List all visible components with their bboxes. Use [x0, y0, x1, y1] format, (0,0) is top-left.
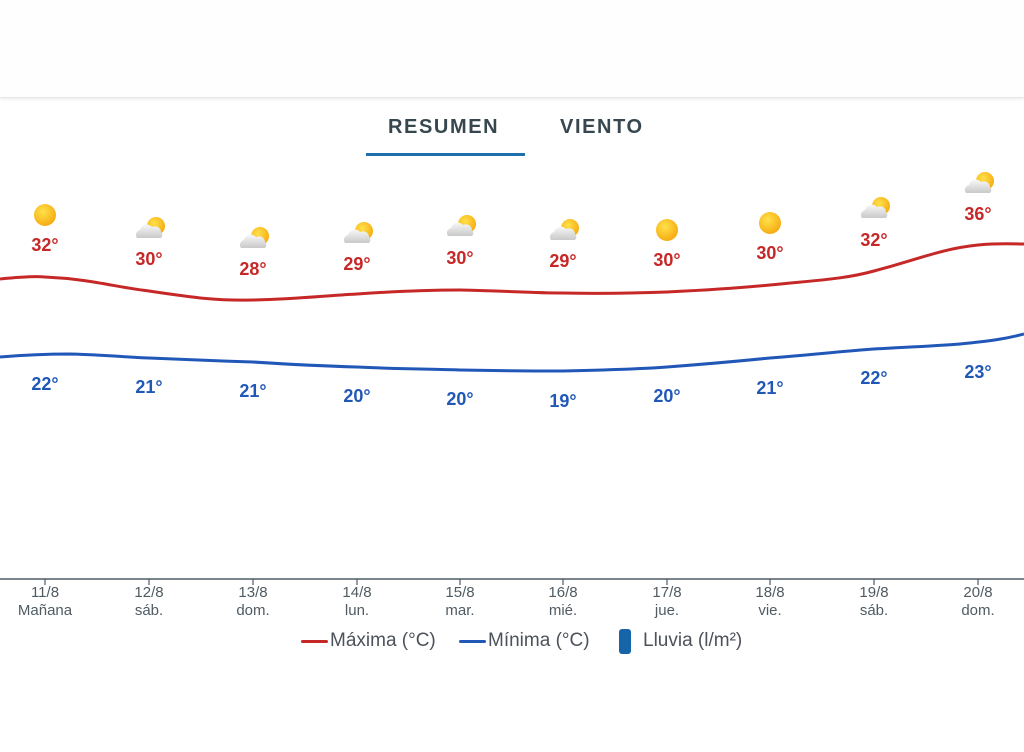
- legend-item-min[interactable]: Mínima (°C): [459, 626, 590, 656]
- min-temp-label: 23°: [964, 362, 991, 382]
- legend-item-max[interactable]: Máxima (°C): [301, 626, 436, 656]
- max-temp-line: [0, 242, 1024, 302]
- weekday-label: vie.: [758, 602, 781, 619]
- weekday-label: dom.: [236, 602, 269, 619]
- max-temp-label: 30°: [653, 250, 680, 270]
- max-temp-label: 32°: [31, 235, 58, 255]
- legend-label-max: Máxima (°C): [330, 630, 436, 651]
- min-temp-label: 21°: [756, 378, 783, 398]
- day-column: 32° 22° 11/8 Mañana: [18, 204, 73, 619]
- max-temp-label: 28°: [239, 259, 266, 279]
- min-temp-label: 22°: [31, 374, 58, 394]
- max-temp-label: 30°: [446, 248, 473, 268]
- partly-cloudy-icon: [343, 222, 373, 243]
- sun-icon: [759, 212, 781, 234]
- min-temp-line: [0, 332, 1024, 373]
- rain-bar-icon: [619, 628, 631, 654]
- max-temp-label: 36°: [964, 204, 991, 224]
- partly-cloudy-icon: [446, 215, 476, 236]
- date-label: 14/8: [342, 584, 371, 601]
- day-column: 30° 21° 12/8 sáb.: [134, 217, 165, 619]
- date-label: 17/8: [652, 584, 681, 601]
- date-label: 15/8: [445, 584, 474, 601]
- legend-label-min: Mínima (°C): [488, 630, 590, 651]
- date-label: 18/8: [755, 584, 784, 601]
- date-label: 12/8: [134, 584, 163, 601]
- max-temp-label: 32°: [860, 230, 887, 250]
- weekday-label: Mañana: [18, 602, 73, 619]
- day-column: 29° 20° 14/8 lun.: [342, 222, 373, 619]
- tab-viento[interactable]: VIENTO: [560, 116, 644, 138]
- date-label: 13/8: [238, 584, 267, 601]
- sun-icon: [656, 219, 678, 241]
- weekday-label: dom.: [961, 602, 994, 619]
- weekday-label: sáb.: [860, 602, 888, 619]
- active-tab-indicator: [366, 153, 525, 156]
- legend-label-rain: Lluvia (l/m²): [643, 630, 743, 651]
- red-line-icon: [301, 639, 328, 643]
- weekday-label: mié.: [549, 602, 577, 619]
- min-temp-label: 20°: [653, 386, 680, 406]
- tab-bar: RESUMEN VIENTO: [0, 100, 1024, 158]
- tab-resumen[interactable]: RESUMEN: [388, 116, 500, 138]
- legend-item-rain[interactable]: Lluvia (l/m²): [619, 626, 742, 656]
- min-temp-label: 20°: [343, 386, 370, 406]
- sun-icon: [34, 204, 56, 226]
- chart-legend: Máxima (°C) Mínima (°C) Lluvia (l/m²): [0, 626, 1024, 656]
- partly-cloudy-icon: [860, 197, 890, 218]
- header-area: [0, 0, 1024, 98]
- day-column: 29° 19° 16/8 mié.: [548, 219, 579, 619]
- partly-cloudy-icon: [964, 172, 994, 193]
- day-column: 32° 22° 19/8 sáb.: [859, 197, 890, 619]
- max-temp-label: 29°: [343, 254, 370, 274]
- min-temp-label: 19°: [549, 391, 576, 411]
- weekday-label: jue.: [654, 602, 679, 619]
- max-temp-label: 30°: [135, 249, 162, 269]
- partly-cloudy-icon: [549, 219, 579, 240]
- weekday-label: mar.: [445, 602, 474, 619]
- date-label: 19/8: [859, 584, 888, 601]
- min-temp-label: 20°: [446, 389, 473, 409]
- min-temp-label: 21°: [239, 381, 266, 401]
- partly-cloudy-icon: [135, 217, 165, 238]
- date-label: 20/8: [963, 584, 992, 601]
- date-label: 11/8: [31, 584, 59, 601]
- day-column: 30° 21° 18/8 vie.: [755, 212, 785, 619]
- date-label: 16/8: [548, 584, 577, 601]
- partly-cloudy-icon: [239, 227, 269, 248]
- day-column: 30° 20° 15/8 mar.: [445, 215, 476, 619]
- weekday-label: lun.: [345, 602, 369, 619]
- max-temp-label: 30°: [756, 243, 783, 263]
- weekday-label: sáb.: [135, 602, 163, 619]
- day-column: 28° 21° 13/8 dom.: [236, 227, 270, 619]
- x-axis-ticks: [44, 579, 979, 585]
- blue-line-icon: [459, 639, 486, 643]
- day-column: 36° 23° 20/8 dom.: [961, 172, 995, 619]
- day-column: 30° 20° 17/8 jue.: [652, 219, 682, 619]
- max-temp-label: 29°: [549, 251, 576, 271]
- min-temp-label: 21°: [135, 377, 162, 397]
- min-temp-label: 22°: [860, 368, 887, 388]
